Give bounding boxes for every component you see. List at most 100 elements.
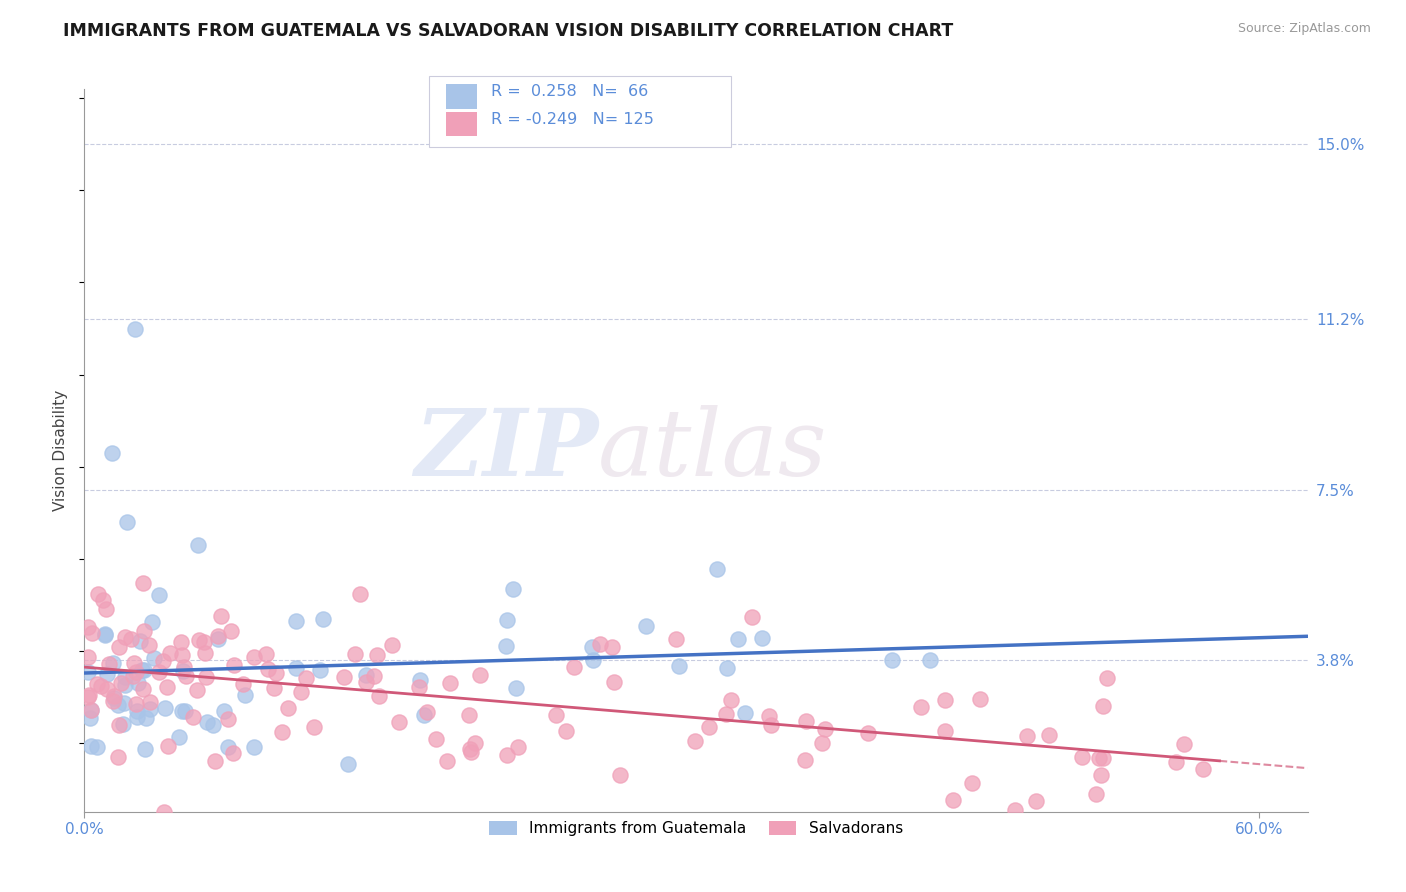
Point <box>562 660 585 674</box>
Point <box>77 665 100 679</box>
Point <box>243 740 266 755</box>
Point <box>77 690 100 705</box>
Point <box>80 703 103 717</box>
Point <box>114 670 136 684</box>
Point <box>114 678 136 692</box>
Point <box>124 321 146 335</box>
Point <box>697 720 720 734</box>
Point <box>80 703 103 717</box>
Point <box>934 692 956 706</box>
Point <box>131 681 153 696</box>
Point <box>706 562 728 576</box>
Point <box>188 633 211 648</box>
Point <box>416 705 439 719</box>
Point <box>108 640 131 654</box>
Point <box>714 707 737 722</box>
Point <box>388 714 411 729</box>
Point <box>665 632 688 646</box>
Point <box>409 673 432 688</box>
Point <box>173 704 195 718</box>
Point <box>794 714 817 728</box>
Point <box>122 656 145 670</box>
Point <box>363 669 385 683</box>
Point <box>555 724 578 739</box>
Point <box>284 661 307 675</box>
Point <box>148 665 170 679</box>
Point <box>460 745 482 759</box>
Point <box>685 733 707 747</box>
Point <box>856 726 879 740</box>
Point <box>761 717 783 731</box>
Point <box>381 639 404 653</box>
Point <box>186 682 208 697</box>
Point <box>960 776 983 790</box>
Text: R = -0.249   N= 125: R = -0.249 N= 125 <box>491 112 654 127</box>
Point <box>277 701 299 715</box>
Point <box>152 805 174 819</box>
Point <box>458 741 481 756</box>
Point <box>425 732 447 747</box>
Point <box>811 736 834 750</box>
Point <box>668 659 690 673</box>
Point <box>77 688 100 702</box>
Point <box>413 707 436 722</box>
Point <box>233 688 256 702</box>
Point <box>193 635 215 649</box>
Point <box>934 724 956 739</box>
Point <box>207 629 229 643</box>
Point <box>101 446 124 460</box>
Point <box>132 663 155 677</box>
Point <box>134 741 156 756</box>
Point <box>170 648 193 662</box>
Point <box>1097 671 1119 685</box>
Point <box>86 677 108 691</box>
Point <box>115 515 138 529</box>
Point <box>94 602 117 616</box>
Point <box>751 631 773 645</box>
Point <box>77 649 100 664</box>
Point <box>222 746 245 760</box>
Point <box>127 676 149 690</box>
Point <box>367 690 389 704</box>
Text: atlas: atlas <box>598 406 828 495</box>
Text: ZIP: ZIP <box>413 406 598 495</box>
Point <box>1070 750 1092 764</box>
Point <box>495 639 517 653</box>
Point <box>408 681 430 695</box>
Point <box>131 663 153 677</box>
Point <box>1192 762 1215 776</box>
Point <box>91 592 114 607</box>
Point <box>207 632 229 646</box>
Point <box>734 706 756 721</box>
Point <box>1015 729 1038 743</box>
Point <box>127 710 149 724</box>
Legend: Immigrants from Guatemala, Salvadorans: Immigrants from Guatemala, Salvadorans <box>481 814 911 844</box>
Point <box>204 754 226 768</box>
Point <box>138 702 160 716</box>
Point <box>195 715 218 730</box>
Point <box>111 717 134 731</box>
Point <box>202 718 225 732</box>
Point <box>224 658 246 673</box>
Point <box>77 620 100 634</box>
Point <box>172 664 194 678</box>
Point <box>1173 737 1195 751</box>
Point <box>93 626 115 640</box>
Point <box>143 651 166 665</box>
Point <box>285 614 308 628</box>
Point <box>110 675 132 690</box>
Point <box>82 626 104 640</box>
Point <box>1166 755 1188 769</box>
Point <box>880 653 903 667</box>
Point <box>920 653 942 667</box>
Point <box>141 615 163 629</box>
Point <box>589 637 612 651</box>
Point <box>232 676 254 690</box>
Point <box>174 669 197 683</box>
Point <box>101 694 124 708</box>
Point <box>271 724 294 739</box>
Point <box>90 679 112 693</box>
Point <box>603 674 626 689</box>
Point <box>264 666 287 681</box>
Point <box>720 693 742 707</box>
